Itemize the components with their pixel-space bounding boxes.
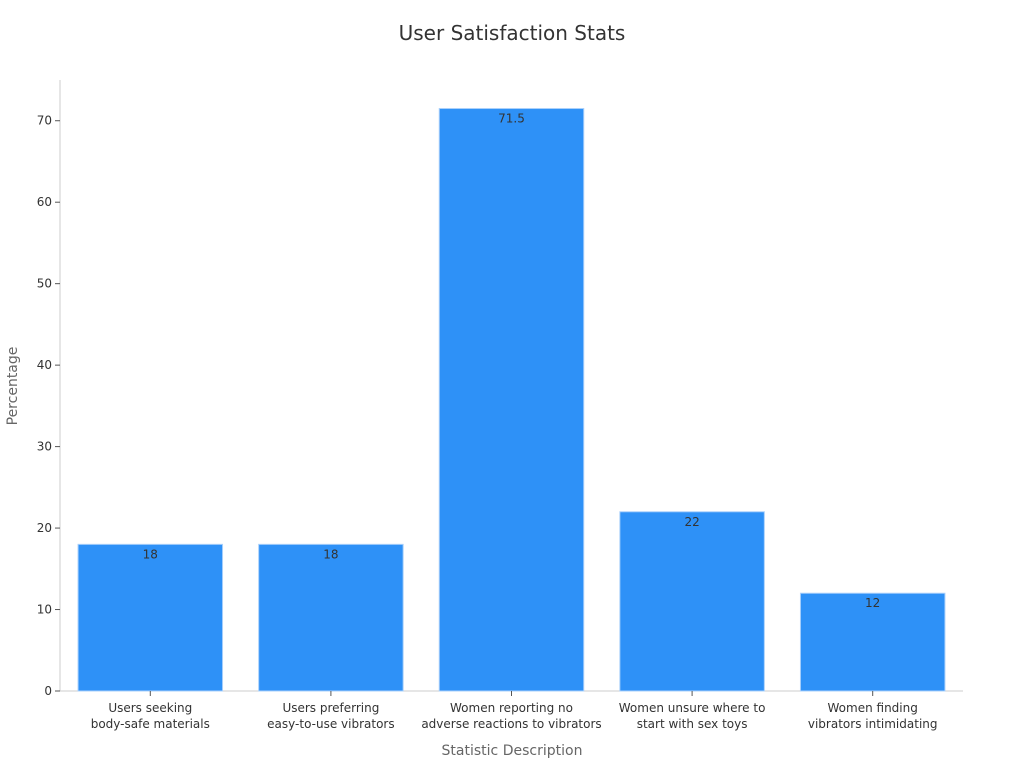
x-tick-label: adverse reactions to vibrators xyxy=(421,717,601,731)
y-tick-label: 20 xyxy=(37,521,52,535)
x-tick-label: Women finding xyxy=(828,701,918,715)
data-label: 22 xyxy=(684,515,699,529)
x-tick-label: Users seeking xyxy=(108,701,192,715)
y-tick-label: 50 xyxy=(37,277,52,291)
y-tick-label: 70 xyxy=(37,114,52,128)
x-tick-label: vibrators intimidating xyxy=(808,717,938,731)
y-tick-label: 60 xyxy=(37,195,52,209)
bar xyxy=(619,511,765,692)
x-tick-label: easy-to-use vibrators xyxy=(267,717,394,731)
chart-title: User Satisfaction Stats xyxy=(399,21,626,45)
y-tick-label: 30 xyxy=(37,440,52,454)
x-tick-label: start with sex toys xyxy=(637,717,748,731)
x-tick-label: Women unsure where to xyxy=(619,701,766,715)
bar xyxy=(258,543,404,692)
x-tick-label: Users preferring xyxy=(282,701,379,715)
y-tick-label: 40 xyxy=(37,358,52,372)
bar xyxy=(438,108,585,692)
x-axis-label: Statistic Description xyxy=(442,743,583,759)
x-tick-label: Women reporting no xyxy=(450,701,573,715)
y-axis-label: Percentage xyxy=(5,347,21,426)
y-tick-label: 10 xyxy=(37,603,52,617)
y-tick-label: 0 xyxy=(44,684,52,698)
data-label: 71.5 xyxy=(498,112,525,126)
data-label: 18 xyxy=(143,547,158,561)
data-label: 18 xyxy=(323,547,338,561)
bar xyxy=(799,592,946,692)
x-tick-label: body-safe materials xyxy=(91,717,210,731)
bar xyxy=(77,543,224,692)
data-label: 12 xyxy=(865,596,880,610)
